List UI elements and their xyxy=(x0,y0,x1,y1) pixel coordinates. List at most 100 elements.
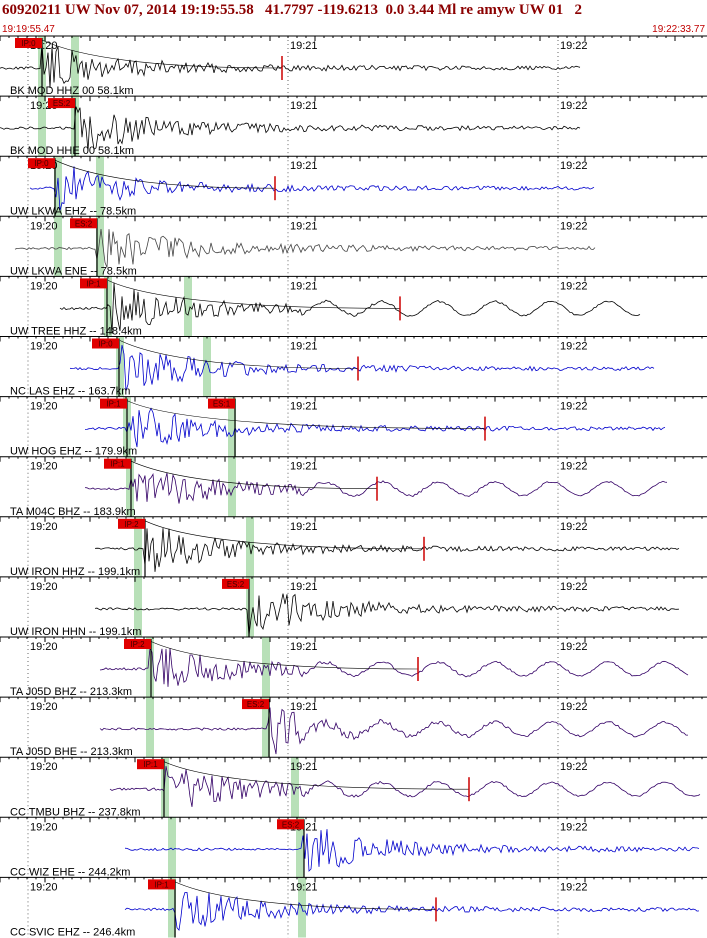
waveform xyxy=(0,43,581,88)
phase-band xyxy=(71,36,79,97)
time-label: 19:21 xyxy=(290,401,318,413)
trace-label: NC LAS EHZ -- 163.7km xyxy=(10,386,130,398)
trace-panel: 19:20 19:21 19:22 IP:1 CC SVIC EHZ -- 246.4k… xyxy=(0,876,707,938)
phase-band xyxy=(262,637,270,698)
time-label: 19:21 xyxy=(290,701,318,713)
phase-band xyxy=(104,276,112,337)
pick-box xyxy=(80,278,107,289)
trace-label: UW IRON HHN -- 199.1km xyxy=(10,626,141,638)
waveform xyxy=(124,829,700,872)
time-label: 19:21 xyxy=(290,461,318,473)
trace-label: CC TMBU BHZ -- 237.8km xyxy=(10,806,141,818)
time-label: 19:20 xyxy=(30,280,58,292)
phase-band xyxy=(126,456,134,517)
waveform xyxy=(94,528,680,572)
pick-label: ES:2 xyxy=(227,580,245,589)
pick-box xyxy=(124,639,151,649)
pick-label: ES:1 xyxy=(213,400,231,409)
time-label: 19:21 xyxy=(290,881,318,893)
time-label: 19:21 xyxy=(290,160,318,172)
time-label: 19:22 xyxy=(560,881,588,893)
pick-label: IP:0 xyxy=(98,340,113,349)
waveform xyxy=(94,593,680,636)
time-label: 19:22 xyxy=(560,521,588,533)
time-label: 19:22 xyxy=(560,641,588,653)
phase-band xyxy=(262,697,270,758)
coda-curve xyxy=(173,881,437,910)
trace-panel: 19:20 19:21 19:22 ES:2 UW LKWA ENE -- 78.5km xyxy=(0,215,707,277)
coda-curve xyxy=(41,39,283,69)
pick-box xyxy=(242,699,269,710)
pick-box xyxy=(118,518,145,529)
trace-label: CC WIZ EHE -- 244.2km xyxy=(10,866,130,878)
trace-label: TA J05D BHZ -- 213.3km xyxy=(10,686,132,698)
pick-label: IP:1 xyxy=(110,460,125,469)
pick-box xyxy=(104,458,131,469)
waveform xyxy=(109,766,701,807)
waveform xyxy=(99,707,688,755)
trace-panel: 19:20 19:21 19:22 ES:2 UW IRON HHN -- 199.1k… xyxy=(0,576,707,638)
pick-box xyxy=(70,218,97,229)
pick-label: IP:0 xyxy=(21,39,36,48)
time-label: 19:22 xyxy=(560,220,588,232)
time-label: 19:21 xyxy=(290,521,318,533)
time-label: 19:21 xyxy=(290,641,318,653)
pick-label: IP:2 xyxy=(130,640,145,649)
trace-label: BK MOD HHE 00 58.1km xyxy=(10,145,134,157)
waveform xyxy=(124,892,700,932)
phase-band xyxy=(291,757,299,818)
time-label: 19:22 xyxy=(560,701,588,713)
trace-panel: 19:20 19:21 19:22 IP:2 UW IRON HHZ -- 199.1k… xyxy=(0,516,707,578)
phase-band xyxy=(96,216,104,277)
time-label: 19:22 xyxy=(560,401,588,413)
time-label: 19:22 xyxy=(560,100,588,112)
phase-band xyxy=(228,396,236,457)
time-label: 19:22 xyxy=(560,280,588,292)
pick-box xyxy=(208,398,235,409)
phase-band xyxy=(146,697,154,758)
trace-panel: 19:20 19:21 19:22 ES:2 TA J05D BHE -- 213.3k… xyxy=(0,696,707,758)
time-label: 19:21 xyxy=(290,341,318,353)
time-label: 19:20 xyxy=(30,461,58,473)
pick-box xyxy=(137,759,164,770)
end-time: 19:22:33.77 xyxy=(652,24,705,35)
pick-label: IP:1 xyxy=(154,880,169,889)
trace-label: UW HOG EHZ -- 179.9km xyxy=(10,446,137,458)
trace-label: BK MOD HHZ 00 58.1km xyxy=(10,85,133,97)
time-label: 19:20 xyxy=(30,401,58,413)
phase-band xyxy=(184,276,192,337)
pick-label: IP:1 xyxy=(106,400,121,409)
coda-curve xyxy=(129,460,378,489)
time-label: 19:22 xyxy=(560,461,588,473)
trace-label: UW LKWA EHZ -- 78.5km xyxy=(10,205,136,217)
time-label: 19:20 xyxy=(30,521,58,533)
trace-label: TA M04C BHZ -- 183.9km xyxy=(10,506,136,518)
pick-label: ES:2 xyxy=(282,820,300,829)
phase-band xyxy=(246,576,254,637)
trace-panel: 19:20 19:21 19:22 IP:1 UW TREE HHZ -- 148.4k… xyxy=(0,275,707,338)
pick-box xyxy=(148,879,175,890)
time-label: 19:20 xyxy=(30,881,58,893)
trace-label: TA J05D BHE -- 213.3km xyxy=(10,746,133,758)
pick-box xyxy=(92,338,119,349)
time-label: 19:20 xyxy=(30,341,58,353)
phase-band xyxy=(54,156,62,217)
phase-band xyxy=(54,216,62,277)
trace-panel: 19:20 19:21 19:22 IP:1 ES:1 UW HOG EHZ -- 179… xyxy=(0,396,707,458)
waveform xyxy=(69,344,655,392)
time-label: 19:20 xyxy=(30,761,58,773)
phase-band xyxy=(134,516,142,577)
coda-curve xyxy=(144,520,425,550)
event-line: 60920211 UW Nov 07, 2014 19:19:55.58 41.… xyxy=(2,2,582,18)
phase-band xyxy=(203,336,211,397)
pick-label: IP:0 xyxy=(34,159,49,168)
waveform xyxy=(59,282,641,334)
trace-label: UW LKWA ENE -- 78.5km xyxy=(10,265,137,277)
time-label: 19:20 xyxy=(30,641,58,653)
time-label: 19:22 xyxy=(560,761,588,773)
time-label: 19:20 xyxy=(30,821,58,833)
